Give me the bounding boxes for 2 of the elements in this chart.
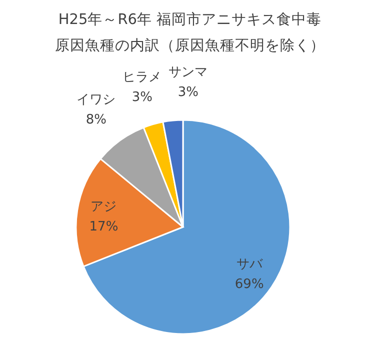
chart-subtitle: 原因魚種の内訳（原因魚種不明を除く） bbox=[55, 37, 325, 54]
chart-title: H25年～R6年 福岡市アニサキス食中毒 bbox=[58, 11, 322, 28]
